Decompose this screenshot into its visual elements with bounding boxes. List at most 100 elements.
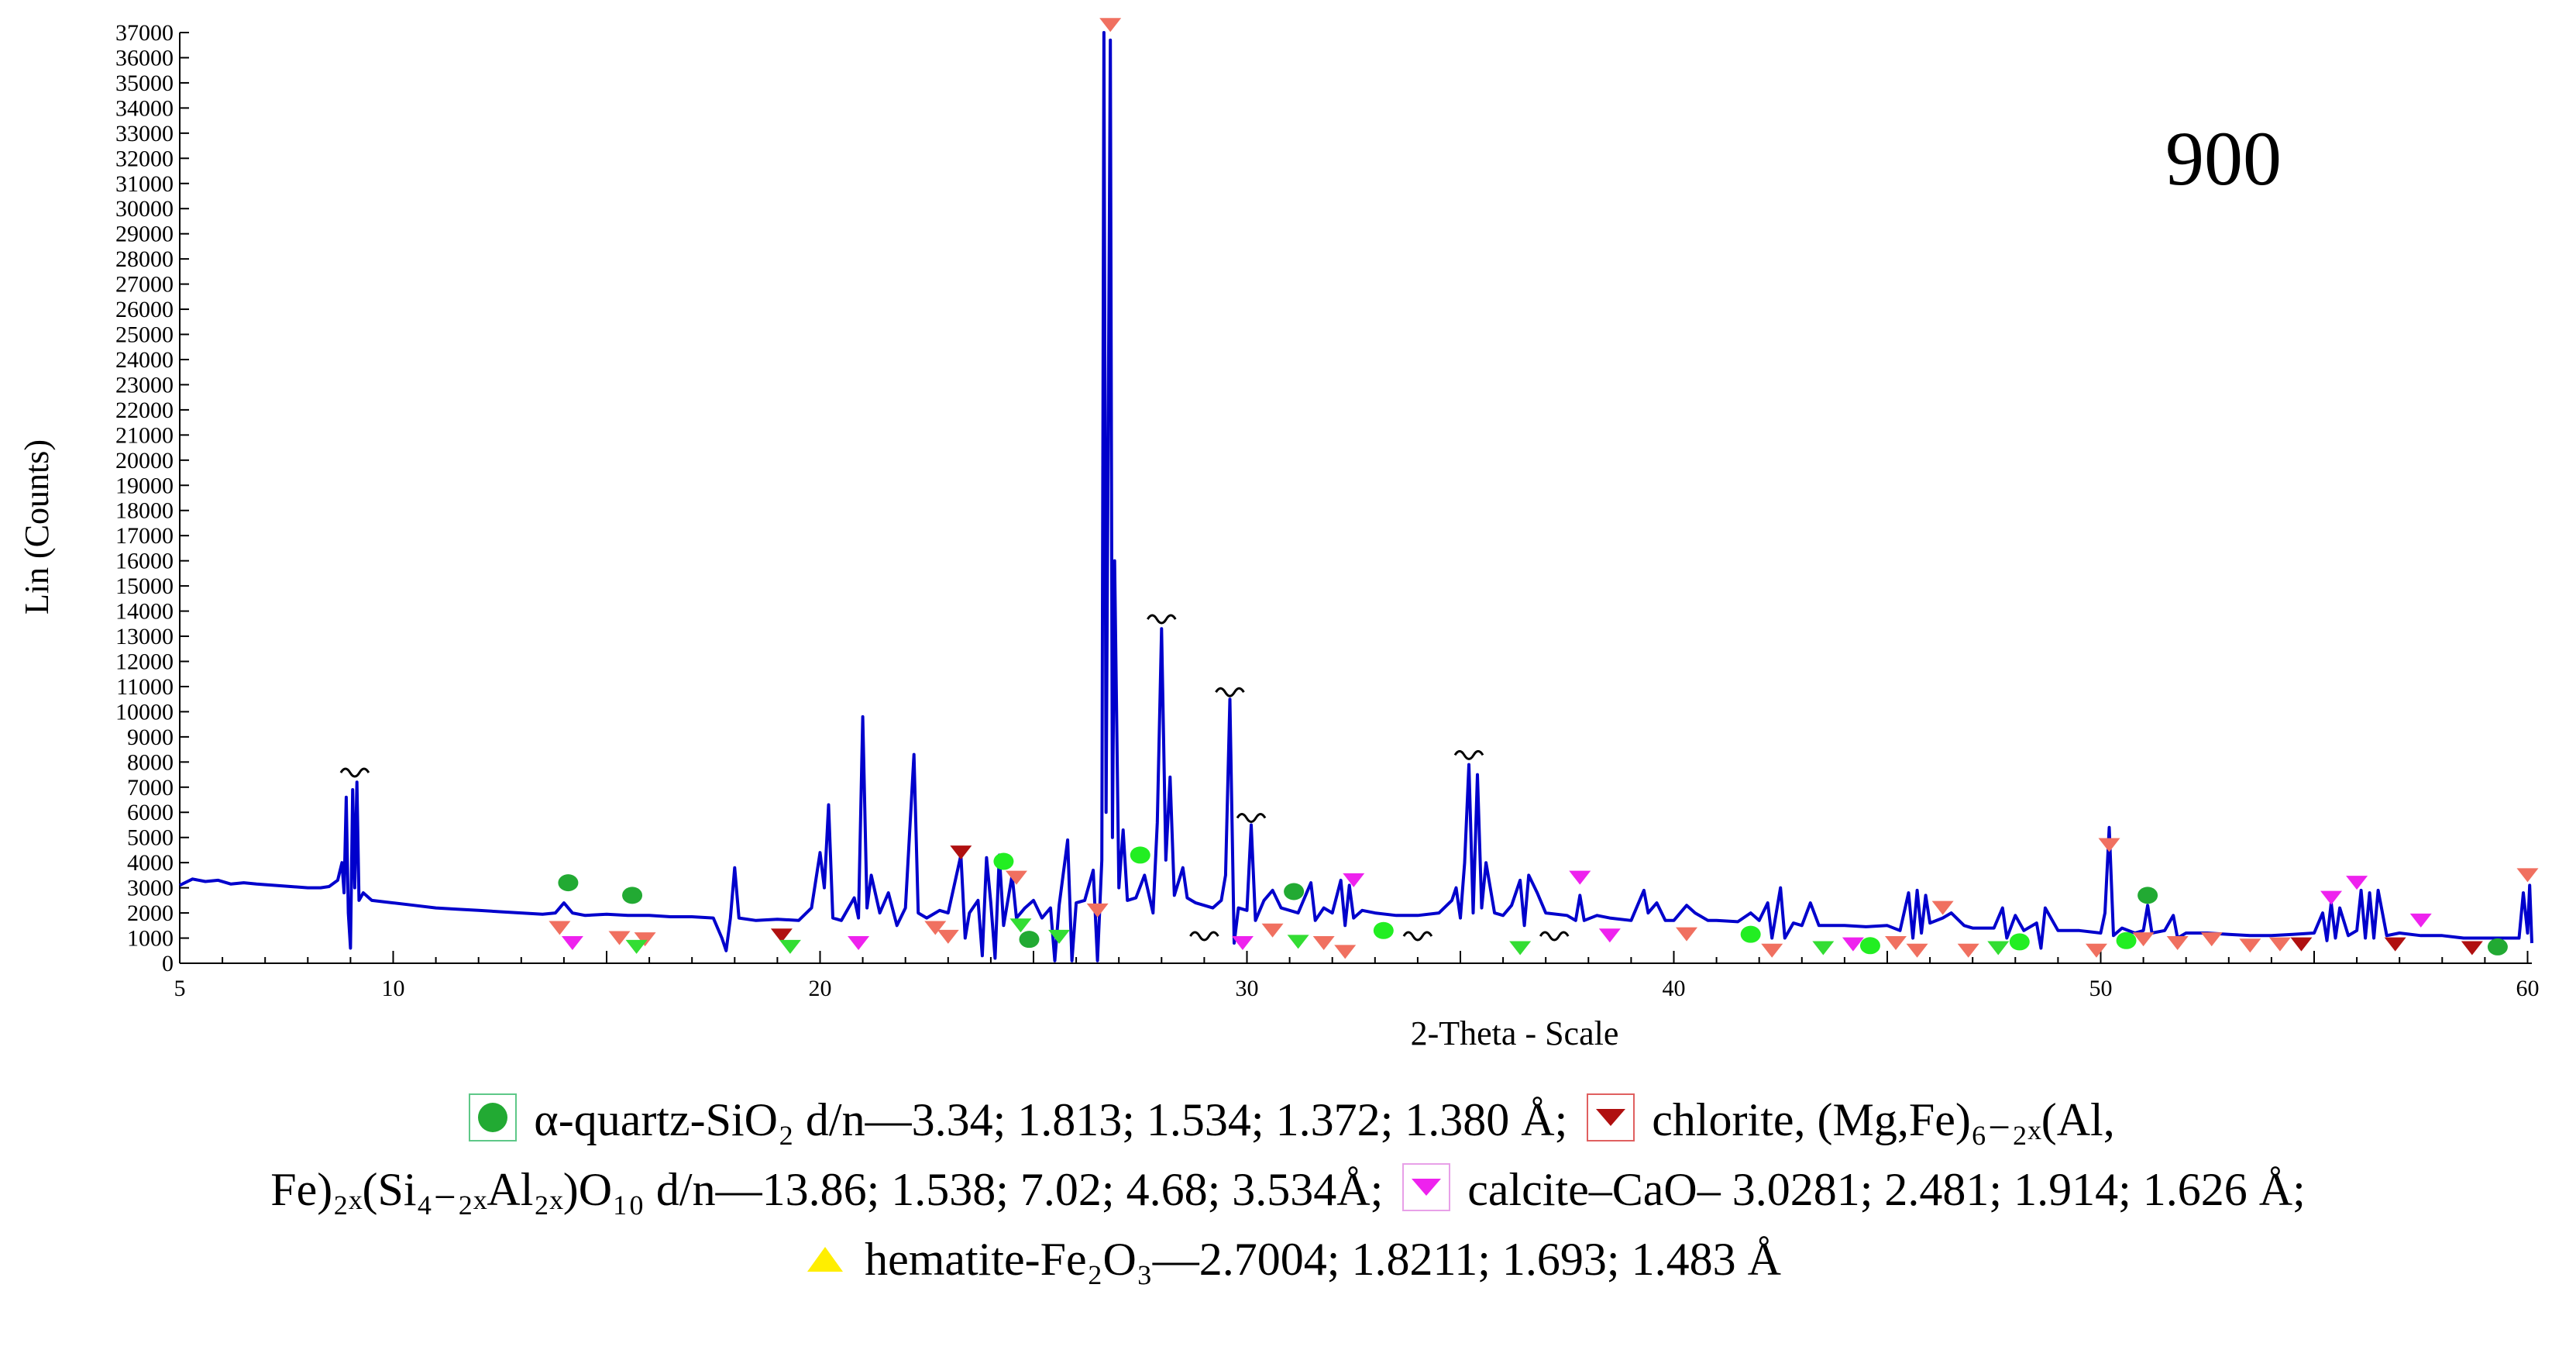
marker-circle <box>993 852 1014 870</box>
x-tick-label: 40 <box>1662 976 1685 1001</box>
legend-line-2: Fe)₂ₓ(Si₄₋₂ₓAl₂ₓ)O₁₀ d/n—13.86; 1.538; 7… <box>0 1155 2576 1224</box>
y-tick-label: 28000 <box>115 246 174 272</box>
marker-triangle <box>2320 890 2343 905</box>
y-tick-label: 24000 <box>115 347 174 373</box>
y-tick-label: 4000 <box>127 850 174 876</box>
marker-circle <box>1019 931 1040 949</box>
y-tick-label: 34000 <box>115 95 174 121</box>
marker-circle <box>622 887 643 904</box>
marker-triangle <box>1931 900 1954 915</box>
marker-triangle <box>1048 929 1071 944</box>
marker-triangle <box>2166 936 2189 951</box>
legend-line-1: α-quartz-SiO₂ d/n—3.34; 1.813; 1.534; 1.… <box>0 1085 2576 1155</box>
marker-triangle <box>1009 918 1032 933</box>
marker-triangle <box>1569 870 1591 885</box>
marker-triangle <box>1906 943 1928 958</box>
legend-chlorite-cont: Fe)₂ₓ(Si₄₋₂ₓAl₂ₓ)O₁₀ d/n—13.86; 1.538; 7… <box>270 1164 1384 1215</box>
y-tick-label: 23000 <box>115 372 174 398</box>
y-tick-label: 9000 <box>127 725 174 750</box>
marker-triangle <box>1261 923 1284 938</box>
y-tick-label: 11000 <box>116 674 174 700</box>
marker-triangle <box>2384 937 2406 952</box>
y-tick-label: 20000 <box>115 448 174 473</box>
y-axis-title: Lin (Counts) <box>18 439 56 615</box>
y-tick-label: 30000 <box>115 196 174 222</box>
marker-triangle <box>2461 941 2483 956</box>
marker-wave <box>1215 687 1245 697</box>
y-tick-label: 14000 <box>115 599 174 625</box>
y-tick-label: 18000 <box>115 498 174 524</box>
y-tick-label: 21000 <box>115 422 174 448</box>
marker-triangle <box>950 845 972 860</box>
y-tick-label: 3000 <box>127 876 174 901</box>
marker-triangle <box>1312 936 1335 951</box>
marker-circle <box>1284 883 1305 900</box>
marker-triangle <box>2290 937 2313 952</box>
marker-triangle <box>2098 838 2120 852</box>
marker-triangle <box>1334 945 1357 959</box>
green-circle-icon <box>469 1093 518 1141</box>
marker-triangle <box>1287 935 1309 949</box>
y-tick-label: 31000 <box>115 171 174 197</box>
marker-circle <box>1740 925 1761 943</box>
marker-triangle <box>1343 873 1365 887</box>
marker-wave <box>1402 931 1433 942</box>
marker-triangle <box>561 936 583 951</box>
marker-triangle <box>1842 937 1864 952</box>
y-tick-label: 13000 <box>115 624 174 649</box>
y-tick-label: 1000 <box>127 926 174 952</box>
x-tick-label: 50 <box>2089 976 2112 1001</box>
marker-wave <box>1189 931 1219 942</box>
y-tick-label: 2000 <box>127 900 174 926</box>
y-tick-label: 35000 <box>115 71 174 96</box>
yellow-triangle-icon <box>803 1236 848 1281</box>
y-tick-label: 5000 <box>127 825 174 851</box>
marker-wave <box>1539 931 1570 942</box>
marker-circle <box>1373 921 1394 939</box>
marker-circle <box>558 874 579 892</box>
marker-wave <box>339 767 370 778</box>
marker-triangle <box>2200 932 2223 947</box>
marker-circle <box>2009 933 2030 951</box>
y-tick-label: 15000 <box>115 573 174 599</box>
marker-triangle <box>848 936 870 951</box>
axes: 0100020003000400050006000700080009000100… <box>115 20 2539 1001</box>
marker-triangle <box>2268 937 2291 952</box>
y-tick-label: 32000 <box>115 146 174 171</box>
marker-triangle <box>1885 936 1907 951</box>
x-tick-label: 30 <box>1235 976 1258 1001</box>
marker-triangle <box>2085 943 2107 958</box>
y-tick-label: 0 <box>162 951 174 976</box>
marker-triangle <box>2346 876 2368 890</box>
temperature-label: 900 <box>2165 115 2282 201</box>
x-tick-label: 20 <box>808 976 831 1001</box>
marker-triangle <box>924 921 947 935</box>
marker-circle <box>2116 931 2137 949</box>
phase-markers <box>339 18 2539 959</box>
y-tick-label: 29000 <box>115 222 174 247</box>
marker-circle <box>2137 887 2158 904</box>
marker-triangle <box>2132 932 2155 947</box>
marker-triangle <box>2516 868 2539 883</box>
marker-circle <box>1859 937 1880 955</box>
legend-calcite: calcite–CaO– 3.0281; 2.481; 1.914; 1.626… <box>1467 1164 2306 1215</box>
marker-wave <box>1236 813 1267 823</box>
marker-triangle <box>1509 941 1532 956</box>
legend-chlorite: chlorite, (Mg,Fe)₆₋₂ₓ(Al, <box>1652 1094 2115 1145</box>
series-line <box>179 31 2533 962</box>
y-tick-label: 6000 <box>127 800 174 825</box>
marker-triangle <box>1957 943 1979 958</box>
marker-wave <box>1147 614 1177 625</box>
marker-triangle <box>770 928 793 943</box>
x-tick-label: 60 <box>2516 976 2539 1001</box>
marker-wave <box>1453 749 1484 760</box>
red-triangle-icon <box>1587 1093 1635 1141</box>
legend: α-quartz-SiO₂ d/n—3.34; 1.813; 1.534; 1.… <box>0 1085 2576 1294</box>
marker-triangle <box>549 921 571 935</box>
marker-triangle <box>1086 903 1109 918</box>
legend-line-3: hematite-Fe₂O₃—2.7004; 1.8211; 1.693; 1.… <box>0 1224 2576 1294</box>
x-axis-title: 2-Theta - Scale <box>1411 1014 1619 1052</box>
marker-triangle <box>1761 943 1783 958</box>
x-tick-label: 5 <box>174 976 186 1001</box>
marker-triangle <box>1812 941 1835 956</box>
